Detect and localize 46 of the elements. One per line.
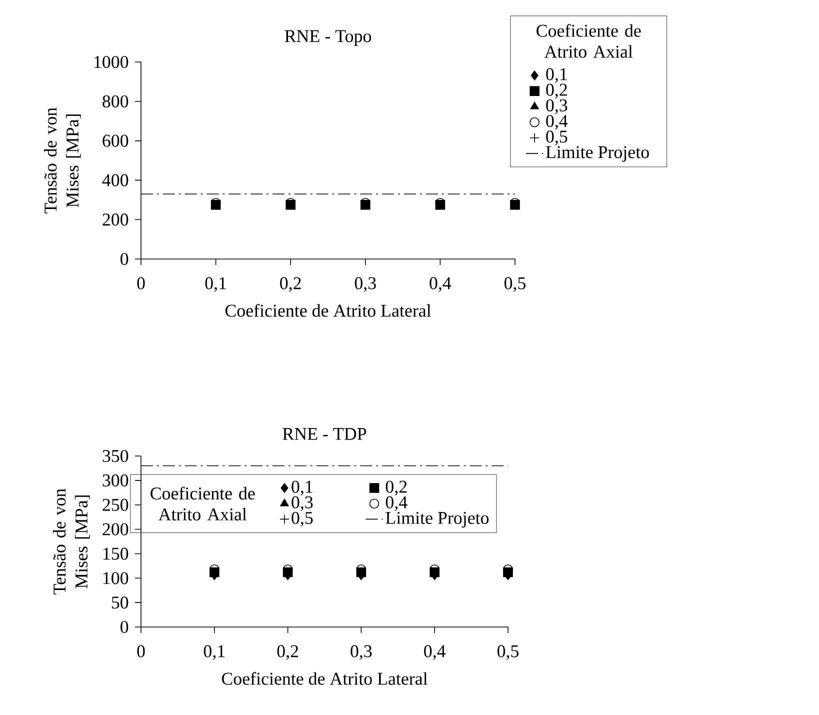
y-axis-title: Tensão de von Mises [MPa] bbox=[53, 488, 90, 594]
chart-title: RNE - TDP bbox=[282, 428, 366, 440]
legend-label: 0,1 bbox=[292, 480, 312, 496]
y-tick-label: 400 bbox=[102, 174, 128, 186]
y-tick-label: 600 bbox=[102, 134, 128, 147]
x-tick-label: 0 bbox=[137, 645, 145, 658]
x-axis-title: Coeficiente de Atrito Lateral bbox=[222, 672, 428, 685]
y-tick-label: 200 bbox=[102, 214, 128, 226]
y-tick-label: 0 bbox=[120, 252, 128, 266]
x-tick-label: 0,1 bbox=[205, 277, 226, 292]
x-tick-label: 0,4 bbox=[430, 277, 452, 292]
y-tick-label: 50 bbox=[112, 596, 128, 609]
legend-label: Limite Projeto bbox=[386, 512, 489, 528]
legend-label: 0,3 bbox=[546, 99, 568, 114]
y-tick-label: 150 bbox=[104, 548, 128, 560]
x-tick-label: 0,1 bbox=[204, 645, 225, 660]
y-tick-label: 300 bbox=[102, 474, 128, 486]
legend-label: 0,3 bbox=[292, 496, 313, 511]
chart-title: RNE - Topo bbox=[284, 30, 372, 46]
legend-title: Coeficiente de Atrito Axial bbox=[150, 486, 255, 520]
x-tick-label: 0,2 bbox=[277, 645, 298, 660]
legend-title: Coeficiente de Atrito Axial bbox=[536, 24, 641, 58]
legend-label: 0,5 bbox=[292, 512, 313, 527]
y-tick-label: 100 bbox=[104, 572, 128, 584]
y-tick-label: 0 bbox=[120, 620, 128, 634]
legend-label: Limite Projeto bbox=[546, 146, 649, 162]
x-tick-label: 0,3 bbox=[354, 277, 376, 292]
legend-label: 0,1 bbox=[546, 68, 567, 83]
x-tick-label: 0,2 bbox=[280, 277, 301, 292]
x-tick-label: 0,5 bbox=[497, 645, 519, 660]
x-tick-label: 0,3 bbox=[350, 645, 372, 660]
legend-label: 0,4 bbox=[386, 496, 408, 511]
legend-label: 0,4 bbox=[546, 114, 568, 130]
legend-label: 0,2 bbox=[386, 480, 407, 496]
x-tick-label: 0,5 bbox=[504, 277, 526, 292]
legend-label: 0,2 bbox=[546, 84, 567, 98]
y-tick-label: 200 bbox=[102, 523, 128, 536]
y-tick-label: 350 bbox=[102, 450, 128, 462]
y-tick-label: 800 bbox=[102, 95, 128, 108]
y-tick-label: 1000 bbox=[94, 56, 128, 68]
x-tick-label: 0 bbox=[137, 277, 145, 290]
x-tick-label: 0,4 bbox=[424, 645, 446, 660]
y-axis-title: Tensão de von Mises [MPa] bbox=[44, 108, 81, 214]
legend-label: 0,5 bbox=[546, 130, 568, 146]
y-tick-label: 250 bbox=[102, 498, 128, 511]
x-axis-title: Coeficiente de Atrito Lateral bbox=[225, 304, 431, 317]
